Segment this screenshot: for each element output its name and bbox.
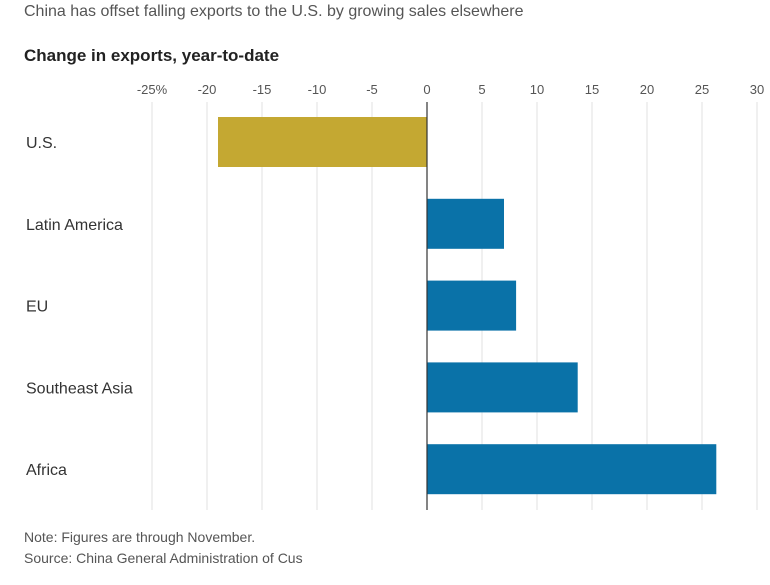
category-label: Africa: [26, 462, 67, 479]
x-tick-label: 0: [423, 82, 430, 97]
x-tick-label: -10: [308, 82, 327, 97]
x-tick-label: 30: [750, 82, 764, 97]
x-tick-label: 20: [640, 82, 654, 97]
bar: [218, 117, 427, 167]
x-tick-label: -25%: [137, 82, 168, 97]
bar: [427, 198, 504, 249]
chart-subtitle: China has offset falling exports to the …: [24, 3, 524, 20]
x-tick-label: -15: [253, 82, 272, 97]
x-tick-label: -20: [198, 82, 217, 97]
bar: [427, 362, 578, 413]
x-tick-label: 25: [695, 82, 709, 97]
x-tick-label: 5: [478, 82, 485, 97]
category-label: Southeast Asia: [26, 380, 133, 397]
category-label: EU: [26, 299, 48, 316]
footnote: Note: Figures are through November.: [24, 529, 256, 545]
bar: [427, 444, 717, 495]
x-tick-label: -5: [366, 82, 378, 97]
chart-title: Change in exports, year-to-date: [24, 46, 280, 65]
source-note: Source: China General Administration of …: [24, 550, 303, 566]
category-label: U.S.: [26, 135, 57, 152]
bar: [427, 280, 517, 331]
x-tick-label: 10: [530, 82, 544, 97]
category-label: Latin America: [26, 217, 123, 234]
x-tick-label: 15: [585, 82, 599, 97]
